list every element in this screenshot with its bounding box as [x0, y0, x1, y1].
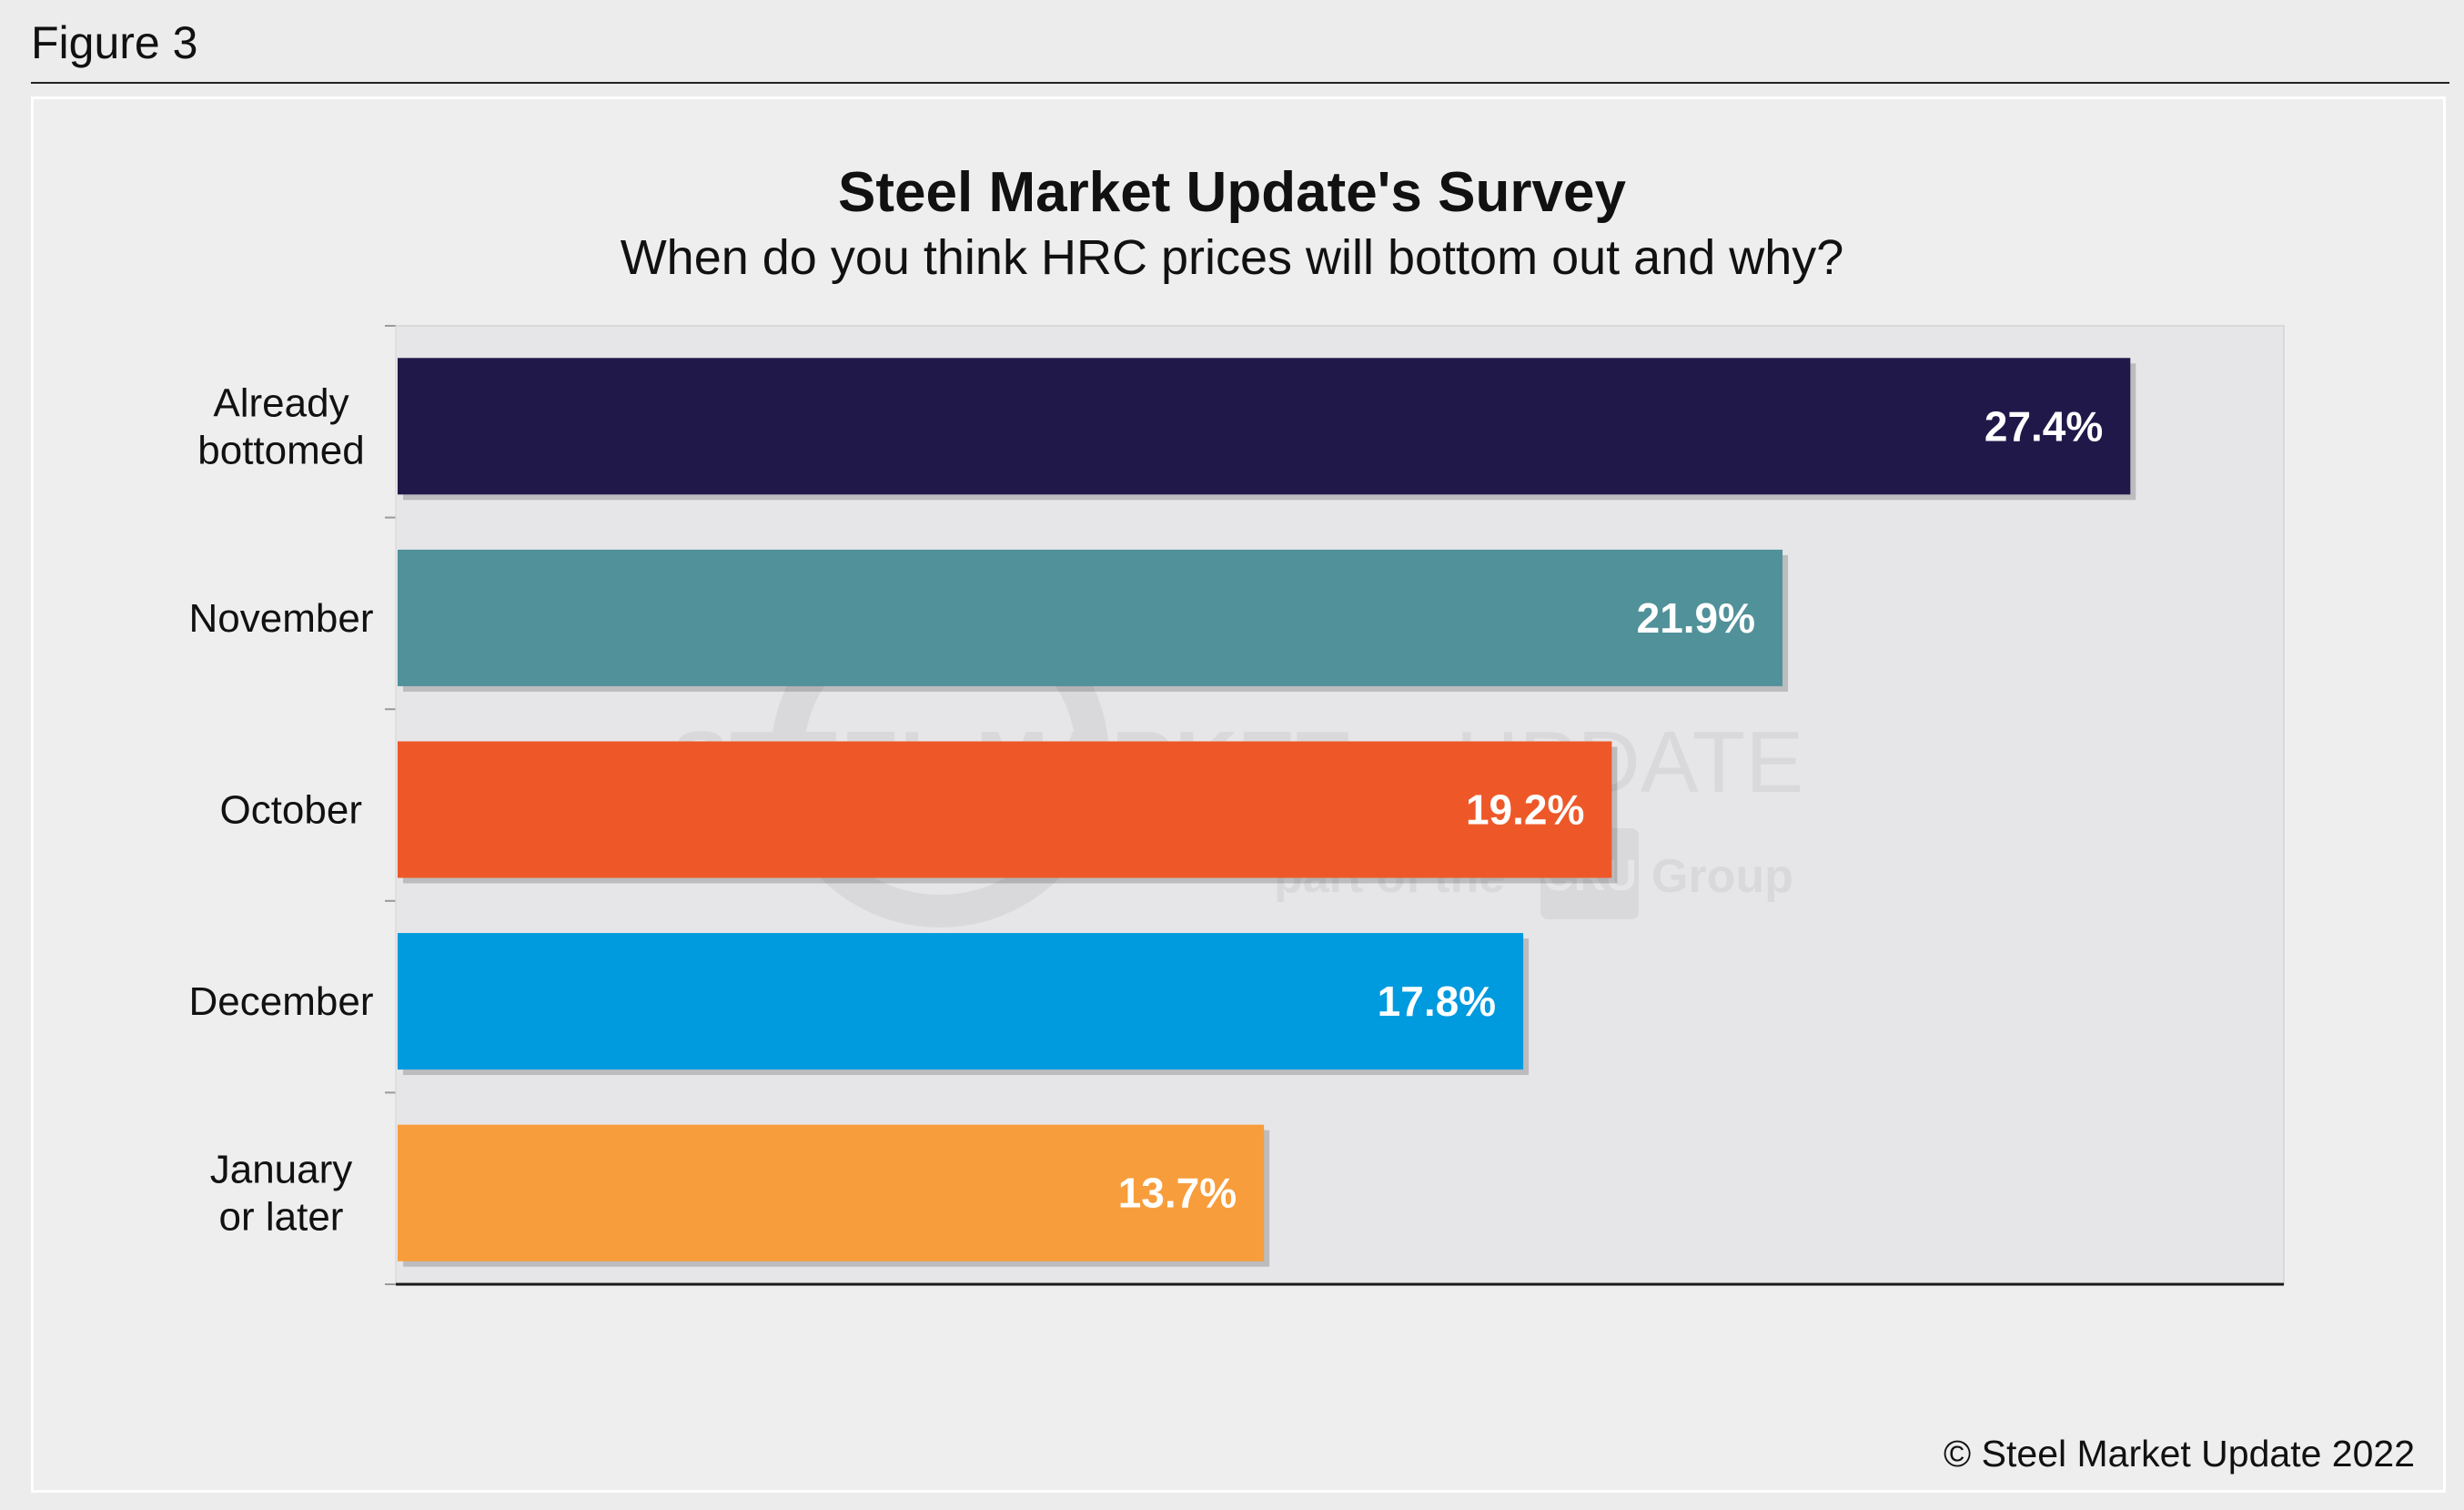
bar [398, 933, 1524, 1070]
category-label: Already bottomed [197, 380, 364, 472]
bar [398, 741, 1612, 878]
chart-title: Steel Market Update's Survey [838, 161, 1626, 224]
watermark-group: Group [1651, 850, 1793, 903]
category-label: October [219, 788, 362, 833]
category-label-line: January [210, 1148, 353, 1192]
chart-subtitle: When do you think HRC prices will bottom… [620, 230, 1844, 285]
y-axis-ticks [385, 325, 396, 1285]
category-label-line: Already [213, 380, 348, 425]
category-label: January or later [210, 1148, 353, 1240]
category-label-line: October [219, 788, 362, 833]
bar-value-label: 21.9% [1637, 594, 1755, 642]
category-label-line: bottomed [197, 428, 364, 472]
category-label: November [189, 596, 374, 641]
bar-value-label: 13.7% [1118, 1170, 1237, 1217]
bar [398, 549, 1783, 686]
figure-rule [31, 82, 2449, 84]
category-label-line: November [189, 596, 374, 641]
copyright-note: © Steel Market Update 2022 [1944, 1433, 2415, 1475]
bar-value-label: 17.8% [1378, 978, 1496, 1025]
bars-group: 27.4% Already bottomed 21.9% November 19.2% Oc… [189, 358, 2136, 1267]
bar [398, 1124, 1265, 1262]
category-label: December [189, 979, 374, 1024]
bar-value-label: 19.2% [1466, 786, 1584, 834]
category-label-line: or later [219, 1195, 344, 1240]
category-label-line: December [189, 979, 374, 1024]
figure-label: Figure 3 [31, 17, 198, 68]
bar-value-label: 27.4% [1984, 402, 2103, 450]
bar [398, 358, 2131, 495]
